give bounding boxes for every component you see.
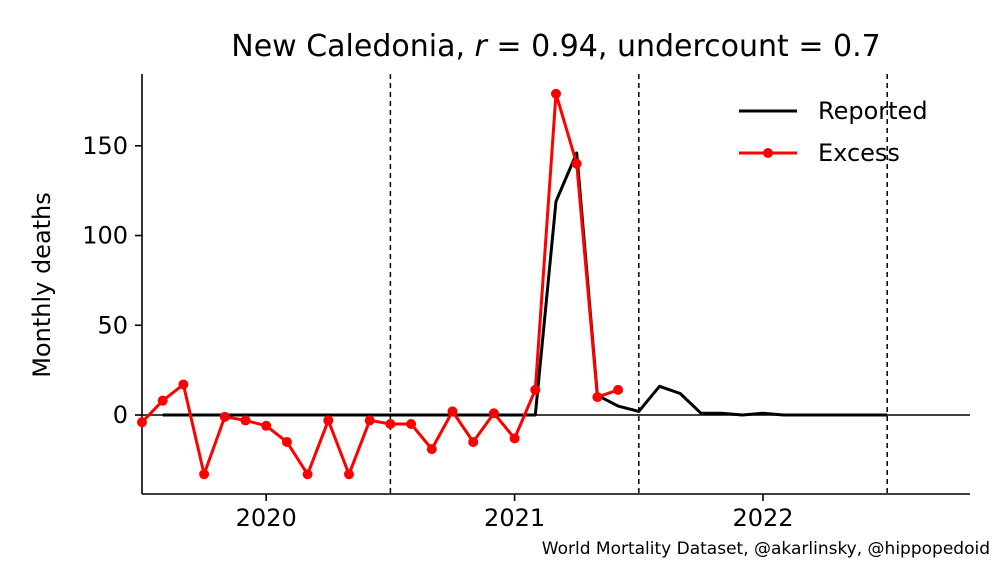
excess-series-line [140, 92, 619, 476]
excess-point-2020-03 [302, 469, 313, 480]
excess-point-2020-10 [447, 406, 458, 417]
excess-point-2019-08 [157, 395, 168, 406]
excess-point-2019-11 [219, 411, 230, 422]
x-tick-label-2022: 2022 [732, 504, 793, 532]
x-ticks: 2020 2021 2022 [236, 494, 794, 532]
series-layer [137, 88, 888, 480]
y-tick-label-150: 150 [82, 132, 128, 160]
y-tick-label-100: 100 [82, 222, 128, 250]
excess-point-2020-01 [261, 420, 272, 431]
chart-title-rest: = 0.94, undercount = 0.7 [487, 29, 881, 64]
legend-excess-label: Excess [818, 139, 900, 167]
excess-point-2019-12 [240, 415, 251, 426]
excess-point-2021-01 [509, 433, 520, 444]
y-ticks: 0 50 100 150 [82, 132, 142, 429]
y-axis-label: Monthly deaths [28, 192, 56, 378]
excess-point-2020-09 [426, 444, 437, 455]
chart-title-r-symbol: r [475, 29, 489, 64]
excess-point-2021-03 [551, 88, 561, 99]
excess-point-2020-05 [344, 469, 354, 480]
excess-point-2021-05 [592, 392, 603, 403]
x-tick-label-2020: 2020 [236, 504, 297, 532]
excess-point-2021-04 [571, 158, 582, 169]
y-tick-label-0: 0 [113, 401, 128, 429]
chart-title-country: New Caledonia, [231, 29, 474, 64]
excess-point-2019-07 [137, 417, 147, 428]
excess-point-2019-10 [199, 469, 210, 480]
excess-point-2021-06 [613, 384, 624, 395]
excess-point-2020-08 [406, 419, 417, 429]
y-tick-label-50: 50 [97, 311, 128, 339]
excess-point-2020-12 [488, 408, 499, 419]
legend-excess-marker [763, 148, 773, 158]
excess-point-2020-04 [323, 415, 334, 426]
reported-series-line [162, 151, 888, 417]
axes [141, 74, 970, 495]
legend: Reported Excess [739, 97, 928, 167]
period-divider-lines [389, 74, 888, 494]
x-tick-label-2021: 2021 [484, 504, 545, 532]
excess-point-2020-06 [364, 415, 375, 426]
legend-reported-label: Reported [818, 97, 928, 125]
excess-point-2020-02 [281, 436, 292, 447]
excess-point-2020-11 [468, 436, 479, 447]
chart-title: New Caledonia, r = 0.94, undercount = 0.… [231, 29, 880, 64]
credit-text: World Mortality Dataset, @akarlinsky, @h… [541, 539, 990, 559]
excess-point-2020-07 [385, 419, 396, 429]
excess-point-2021-02 [530, 384, 541, 395]
excess-point-2019-09 [178, 379, 189, 390]
